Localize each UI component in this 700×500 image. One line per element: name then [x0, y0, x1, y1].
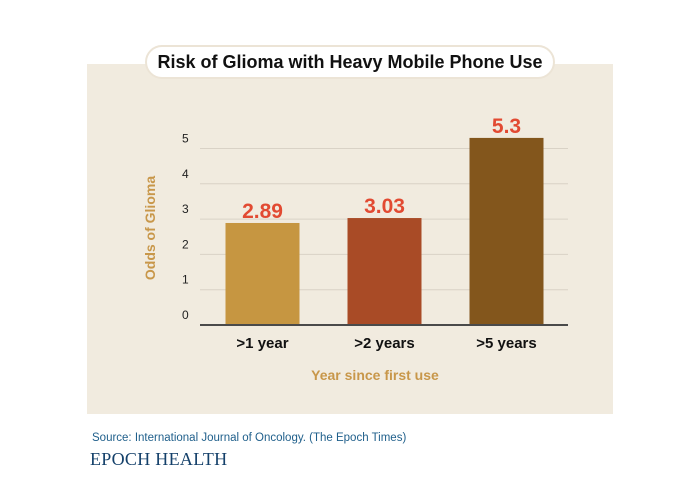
- brand-logo-text: EPOCH HEALTH: [90, 449, 228, 469]
- source-note: Source: International Journal of Oncolog…: [92, 432, 407, 444]
- y-tick-label: 5: [182, 132, 189, 146]
- bar: [469, 137, 544, 325]
- bars: [225, 137, 544, 325]
- x-tick-label: >1 year: [236, 335, 288, 352]
- y-axis-title: Odds of Glioma: [142, 176, 158, 280]
- x-axis-ticks: >1 year >2 years >5 years: [236, 335, 536, 352]
- bar: [347, 218, 422, 325]
- y-tick-label: 2: [182, 237, 189, 251]
- y-tick-label: 3: [182, 202, 189, 216]
- y-tick-label: 1: [182, 273, 189, 287]
- data-label: 3.03: [364, 195, 405, 218]
- y-tick-label: 4: [182, 167, 189, 181]
- chart-title: Risk of Glioma with Heavy Mobile Phone U…: [145, 45, 555, 79]
- data-label: 2.89: [242, 200, 283, 223]
- x-tick-label: >5 years: [476, 335, 536, 352]
- data-label: 5.3: [492, 115, 521, 138]
- data-labels: 2.89 3.03 5.3: [242, 115, 521, 223]
- y-axis-ticks: 0 1 2 3 4 5: [182, 132, 189, 323]
- y-tick-label: 0: [182, 308, 189, 322]
- bar: [225, 222, 300, 325]
- x-tick-label: >2 years: [354, 335, 414, 352]
- x-axis-title: Year since first use: [311, 367, 439, 383]
